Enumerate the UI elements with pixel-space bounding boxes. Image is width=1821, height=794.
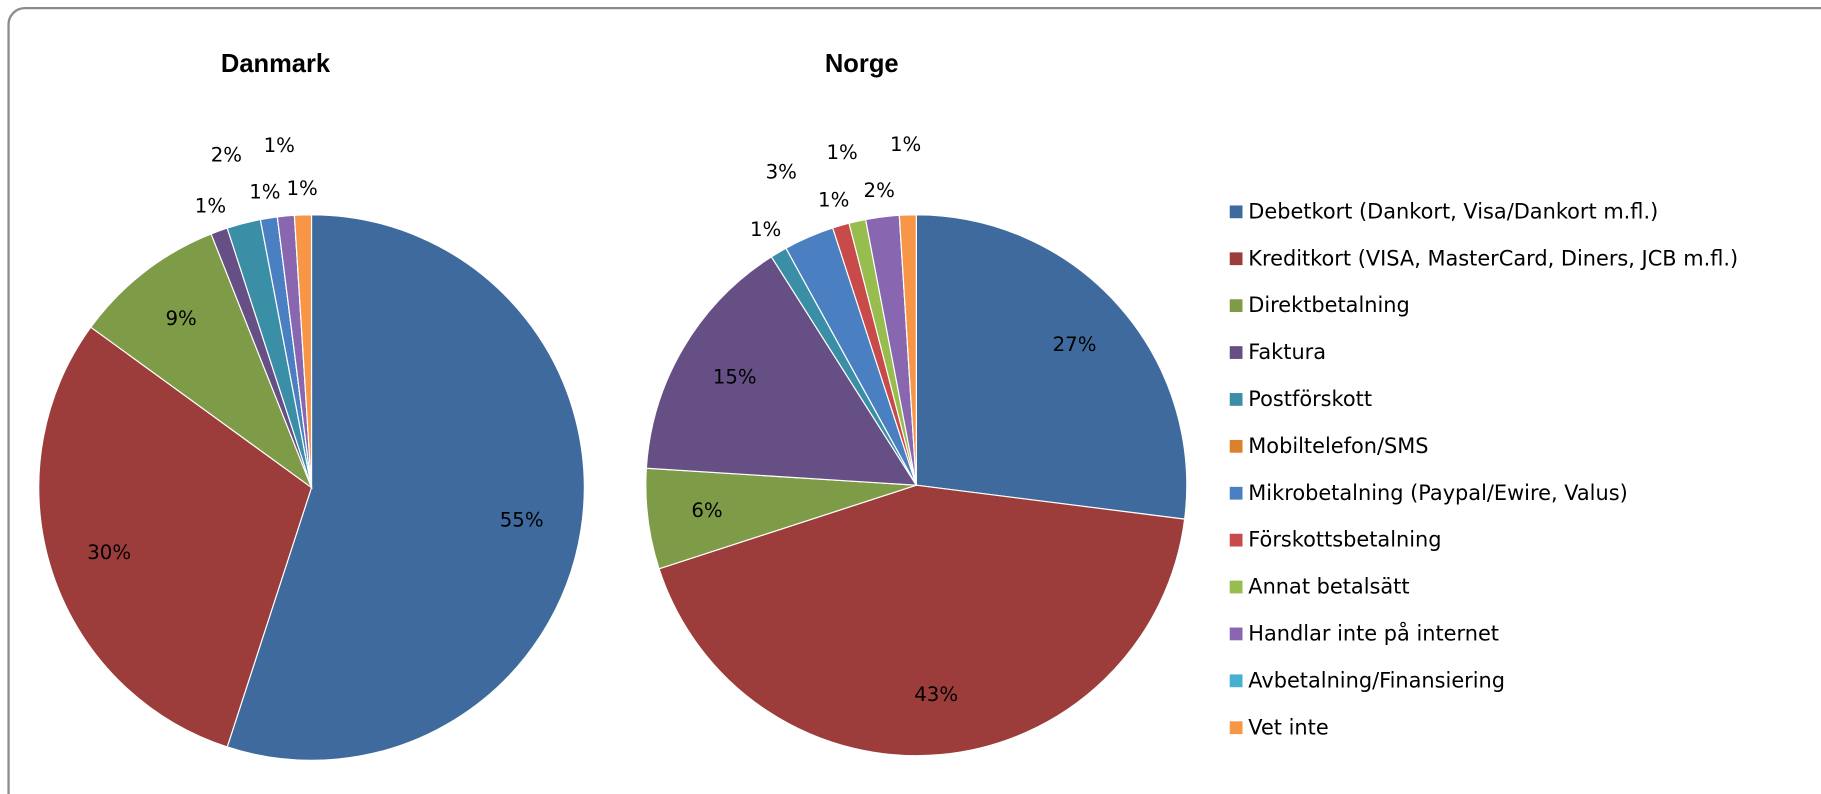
legend-label: Handlar inte på internet	[1248, 621, 1499, 646]
data-label: 1%	[195, 194, 226, 217]
data-label: 1%	[750, 218, 781, 241]
legend-swatch	[1229, 674, 1243, 688]
data-label: 43%	[914, 683, 958, 706]
data-label: 1%	[890, 133, 921, 156]
legend-swatch	[1229, 486, 1243, 500]
data-label: 2%	[211, 143, 242, 166]
legend-label: Avbetalning/Finansiering	[1248, 668, 1505, 692]
legend-label: Postförskott	[1248, 387, 1372, 411]
data-label: 15%	[713, 365, 757, 388]
legend-swatch	[1229, 252, 1243, 266]
chart-title: Danmark	[221, 50, 331, 78]
pie-slice	[658, 484, 1186, 757]
pie-slice	[90, 233, 313, 490]
pie-slice	[898, 214, 917, 486]
legend-label: Mikrobetalning (Paypal/Ewire, Valus)	[1248, 481, 1627, 505]
data-label: 1%	[249, 180, 280, 203]
legend-label: Mobiltelefon/SMS	[1248, 434, 1428, 458]
pie-slice	[293, 214, 313, 488]
legend-label: Förskottsbetalning	[1248, 528, 1441, 552]
legend-label: Annat betalsätt	[1248, 575, 1409, 599]
legend-swatch	[1229, 205, 1243, 219]
data-label: 9%	[165, 307, 196, 330]
pie-slice	[915, 214, 1188, 520]
pie-slice	[38, 326, 313, 748]
legend-swatch	[1229, 393, 1243, 406]
legend-swatch	[1229, 439, 1243, 453]
data-label: 1%	[286, 177, 317, 200]
legend-label: Faktura	[1248, 340, 1326, 364]
legend-swatch	[1229, 533, 1243, 547]
data-label: 2%	[864, 179, 895, 202]
data-label: 27%	[1053, 333, 1097, 356]
legend-label: Direktbetalning	[1248, 293, 1410, 317]
data-label: 55%	[500, 508, 544, 531]
data-label: 3%	[766, 161, 797, 184]
legend-swatch	[1229, 346, 1243, 359]
legend-label: Debetkort (Dankort, Visa/Dankort m.fl.)	[1248, 199, 1658, 223]
data-label: 6%	[691, 499, 722, 522]
data-label: 30%	[87, 541, 131, 564]
data-label: 1%	[264, 134, 295, 157]
chart-title: Norge	[825, 50, 899, 78]
legend-swatch	[1229, 627, 1243, 641]
legend-label: Vet inte	[1248, 715, 1328, 739]
data-label: 1%	[826, 141, 857, 164]
data-label: 1%	[818, 188, 849, 211]
legend-label: Kreditkort (VISA, MasterCard, Diners, JC…	[1248, 246, 1738, 270]
legend-swatch	[1229, 721, 1243, 735]
pie-slice	[226, 214, 585, 761]
legend-swatch	[1229, 299, 1243, 313]
legend-swatch	[1229, 580, 1243, 594]
pie-slice	[645, 256, 918, 486]
